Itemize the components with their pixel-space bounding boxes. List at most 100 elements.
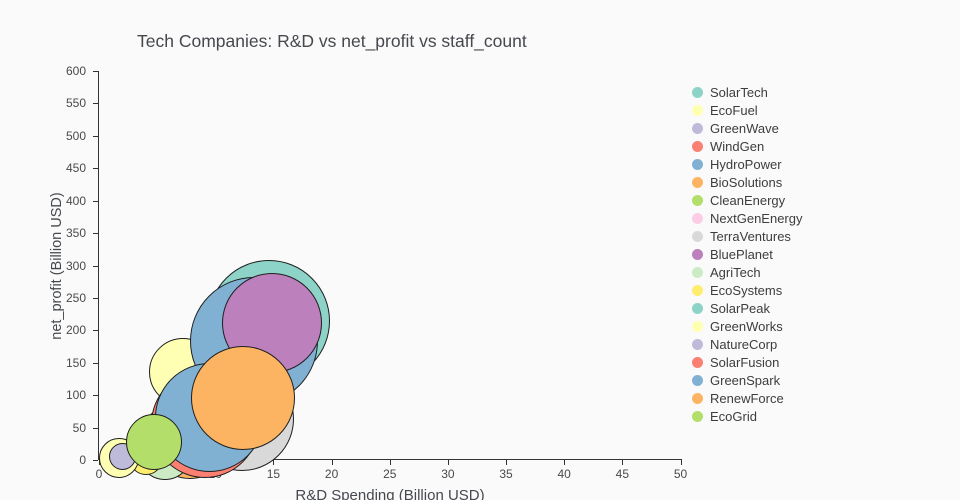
legend-item-SolarFusion[interactable]: SolarFusion [692,353,803,371]
y-tick [93,427,98,429]
y-tick-label: 250 [65,290,86,305]
legend-color-dot [692,338,703,350]
legend-item-label: TerraVentures [710,228,791,244]
legend-item-label: EcoSystems [710,282,783,298]
x-tick-label: 25 [383,467,397,481]
y-tick [93,200,98,202]
legend-item-WindGen[interactable]: WindGen [692,137,803,155]
legend-color-dot [692,86,703,98]
x-tick-label: 45 [615,467,630,481]
legend-color-dot [692,176,703,188]
y-tick-label: 150 [65,355,86,370]
y-tick [93,362,98,364]
legend-item-label: SolarFusion [710,354,780,370]
y-tick-label: 50 [72,420,86,435]
legend-item-label: SolarTech [710,84,768,100]
y-tick-label: 400 [65,193,86,208]
y-tick-label: 550 [65,96,86,111]
x-tick [273,460,275,465]
legend-color-dot [692,230,703,242]
legend-item-SolarPeak[interactable]: SolarPeak [692,299,803,317]
legend-item-label: GreenSpark [710,372,781,388]
legend-item-NatureCorp[interactable]: NatureCorp [692,335,803,353]
legend-item-EcoSystems[interactable]: EcoSystems [692,281,803,299]
legend-item-label: BioSolutions [710,174,783,190]
legend-color-dot [692,374,703,386]
y-tick [93,71,98,72]
legend-color-dot [692,356,703,368]
y-tick-label: 100 [65,388,86,403]
legend-item-BioSolutions[interactable]: BioSolutions [692,173,803,191]
legend-color-dot [692,194,703,206]
legend-item-label: EcoGrid [710,408,757,424]
y-tick-label: 300 [65,258,86,273]
y-tick [93,135,98,137]
bubble-EcoGrid[interactable] [125,413,182,470]
legend-item-label: EcoFuel [710,102,758,118]
legend: SolarTech EcoFuel GreenWave WindGen HydroPow… [692,83,803,425]
legend-color-dot [692,248,703,260]
legend-item-GreenWorks[interactable]: GreenWorks [692,317,803,335]
legend-item-EcoFuel[interactable]: EcoFuel [692,101,803,119]
legend-item-label: HydroPower [710,156,782,172]
chart-title: Tech Companies: R&D vs net_profit vs sta… [137,31,527,51]
legend-item-AgriTech[interactable]: AgriTech [692,263,803,281]
legend-color-dot [692,392,703,404]
x-tick-label: 30 [441,467,455,481]
y-tick-label: 600 [65,64,86,78]
legend-item-TerraVentures[interactable]: TerraVentures [692,227,803,245]
legend-item-label: SolarPeak [710,300,770,316]
legend-item-GreenWave[interactable]: GreenWave [692,119,803,137]
legend-item-BluePlanet[interactable]: BluePlanet [692,245,803,263]
bubble-RenewForce[interactable] [191,345,296,450]
legend-item-label: GreenWorks [710,318,783,334]
x-tick [447,460,449,465]
legend-color-dot [692,284,703,296]
y-tick [93,395,98,397]
y-axis-title: net_profit (Billion USD) [49,192,65,340]
legend-item-CleanEnergy[interactable]: CleanEnergy [692,191,803,209]
legend-color-dot [692,212,703,224]
y-axis-line [98,71,99,460]
legend-item-label: NextGenEnergy [710,210,803,226]
y-tick [93,330,98,332]
x-tick [506,460,508,465]
legend-item-HydroPower[interactable]: HydroPower [692,155,803,173]
legend-item-NextGenEnergy[interactable]: NextGenEnergy [692,209,803,227]
legend-item-label: NatureCorp [710,336,778,352]
legend-color-dot [692,410,703,422]
x-tick-label: 40 [557,467,571,481]
legend-color-dot [692,122,703,134]
x-tick-label: 50 [673,467,688,481]
y-tick [93,168,98,170]
legend-item-label: RenewForce [710,390,784,406]
legend-item-label: GreenWave [710,120,779,136]
legend-item-label: WindGen [710,138,765,154]
legend-item-label: BluePlanet [710,246,773,262]
x-axis-title: R&D Spending (Billion USD) [295,487,485,500]
x-tick [564,460,566,465]
x-tick [331,460,333,465]
legend-item-SolarTech[interactable]: SolarTech [692,83,803,101]
x-axis-line [98,459,682,460]
legend-item-EcoGrid[interactable]: EcoGrid [692,407,803,425]
x-tick-label: 20 [324,467,339,481]
legend-color-dot [692,302,703,314]
y-tick-label: 350 [65,226,86,241]
legend-color-dot [692,158,703,170]
y-tick [93,103,98,105]
legend-item-RenewForce[interactable]: RenewForce [692,389,803,407]
x-tick-label: 35 [499,467,513,481]
legend-color-dot [692,266,703,278]
y-tick [93,265,98,267]
legend-color-dot [692,104,703,116]
y-tick-label: 450 [65,161,86,176]
y-tick [93,460,98,461]
legend-item-GreenSpark[interactable]: GreenSpark [692,371,803,389]
y-tick-label: 0 [79,453,86,467]
x-tick [680,460,682,465]
y-tick [93,297,98,299]
legend-item-label: AgriTech [710,264,761,280]
